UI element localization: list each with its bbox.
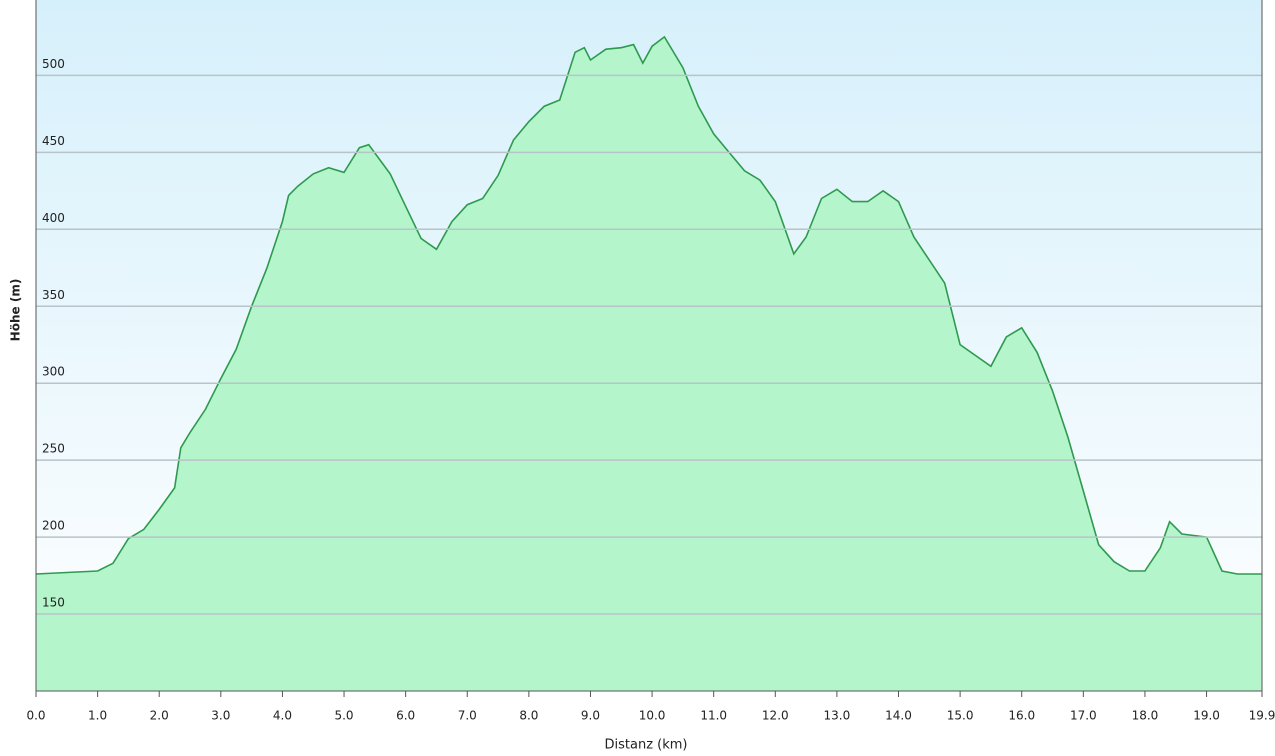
x-tick-label: 16.0	[1008, 709, 1035, 723]
y-tick-label: 150	[42, 596, 65, 610]
x-tick-label: 7.0	[458, 709, 477, 723]
x-tick-label: 11.0	[700, 709, 727, 723]
x-tick-label: 19.9	[1249, 709, 1275, 723]
x-axis-label: Distanz (km)	[605, 738, 688, 753]
x-tick-label: 0.0	[26, 709, 45, 723]
area-fill	[36, 36, 1262, 691]
x-tick-label: 1.0	[88, 709, 107, 723]
x-tick-label: 18.0	[1132, 709, 1159, 723]
x-tick-label: 17.0	[1070, 709, 1097, 723]
elevation-line	[35, 35, 1262, 575]
y-tick-label: 300	[42, 365, 65, 379]
x-tick-label: 19.0	[1193, 709, 1220, 723]
y-tick-label: 250	[42, 442, 65, 456]
x-tick-label: 4.0	[273, 709, 292, 723]
x-tick-label: 9.0	[581, 709, 600, 723]
x-tick-label: 8.0	[519, 709, 538, 723]
x-tick-label: 10.0	[639, 709, 666, 723]
y-tick-label: 200	[42, 519, 65, 533]
x-tick-label: 2.0	[150, 709, 169, 723]
x-tick-label: 15.0	[947, 709, 974, 723]
x-tick-label: 3.0	[211, 709, 230, 723]
y-tick-label: 500	[42, 57, 65, 71]
x-tick-label: 5.0	[334, 709, 353, 723]
y-tick-label: 350	[42, 288, 65, 302]
x-tick-label: 12.0	[762, 709, 789, 723]
x-tick-label: 14.0	[885, 709, 912, 723]
y-axis-label: Höhe (m)	[9, 279, 23, 342]
y-tick-label: 450	[42, 134, 65, 148]
x-tick-label: 13.0	[824, 709, 851, 723]
x-tick-label: 6.0	[396, 709, 415, 723]
y-tick-label: 400	[42, 211, 65, 225]
